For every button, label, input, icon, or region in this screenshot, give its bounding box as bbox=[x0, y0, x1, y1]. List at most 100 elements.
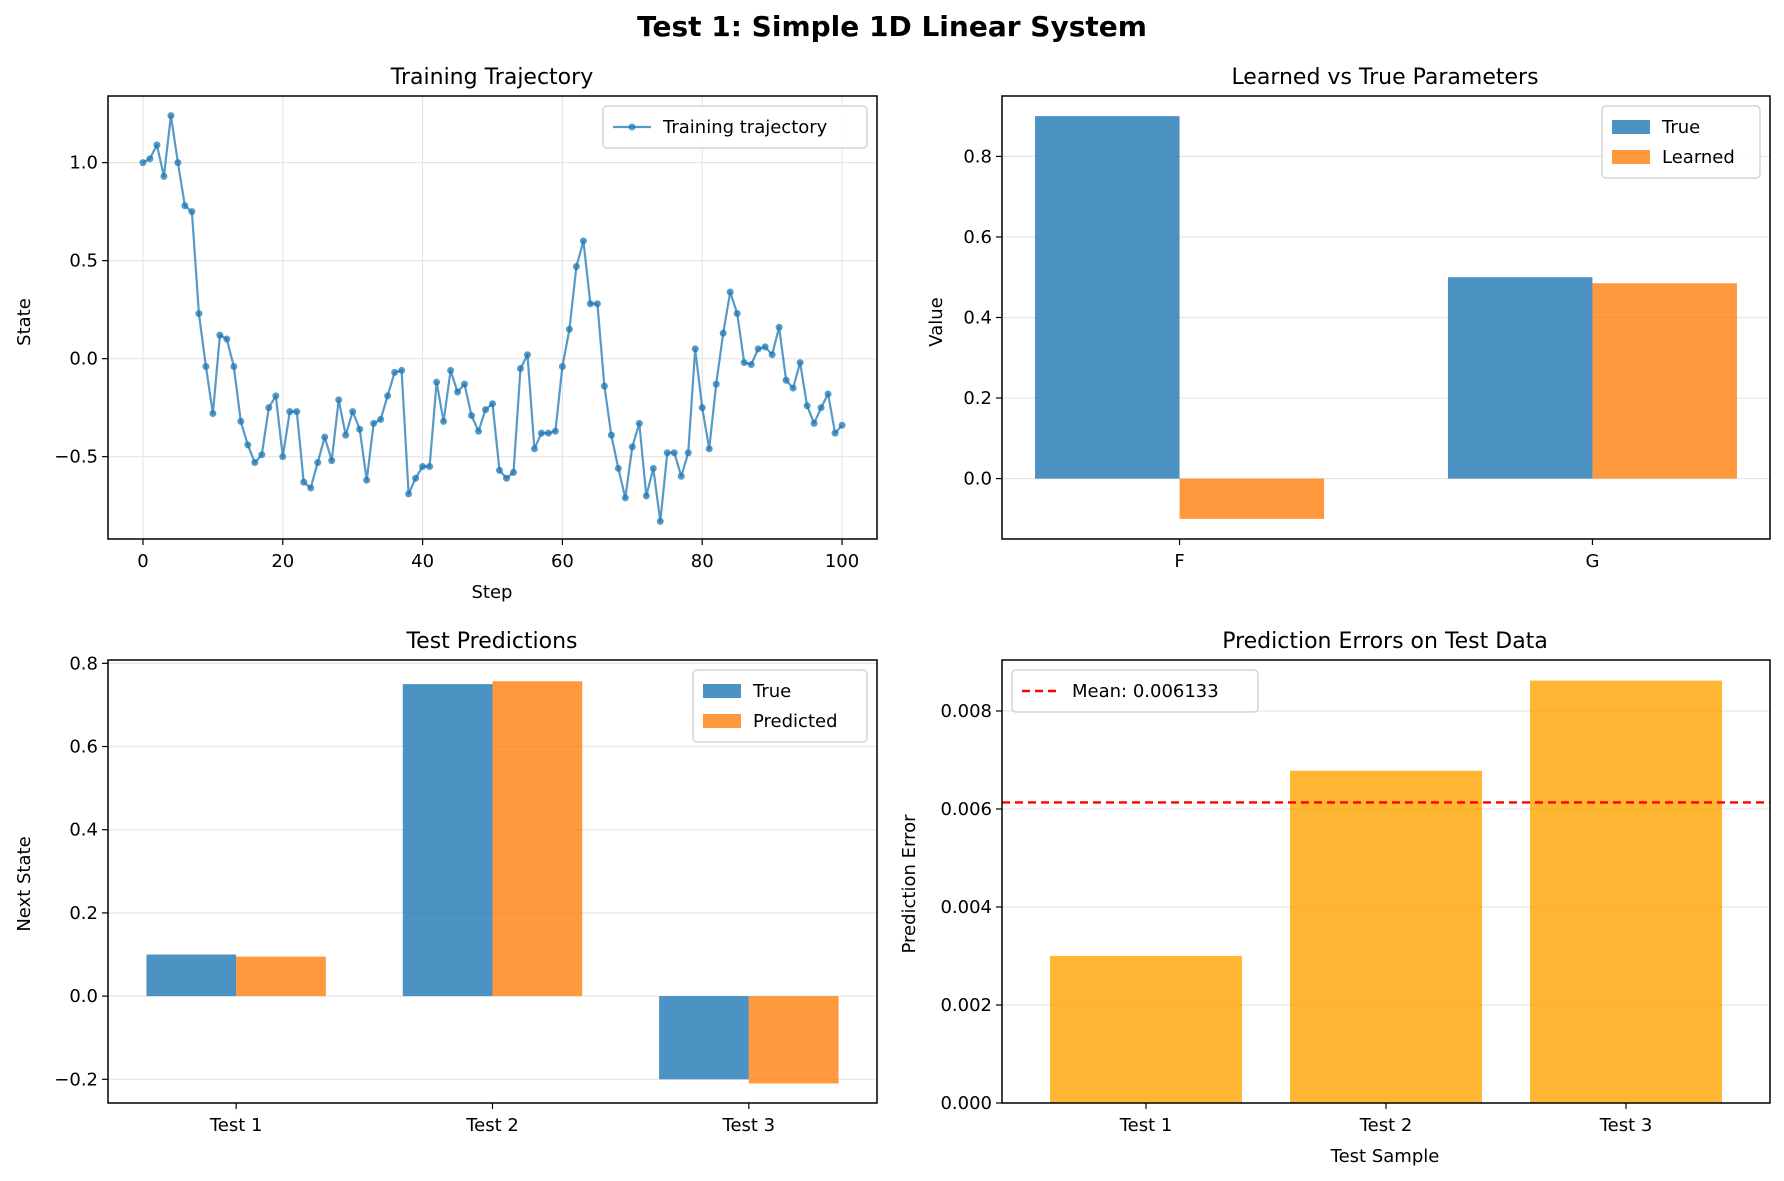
data-point bbox=[572, 263, 580, 271]
legend-swatch bbox=[703, 714, 741, 728]
data-point bbox=[300, 478, 308, 486]
data-point bbox=[649, 464, 657, 472]
y-tick-label: −0.2 bbox=[54, 1069, 98, 1090]
data-point bbox=[251, 459, 259, 467]
data-point bbox=[265, 404, 273, 412]
data-point bbox=[461, 380, 469, 388]
bar-predicted bbox=[748, 996, 839, 1084]
test-predictions-panel: Test Predictions Next State −0.2 0.0 0.2 0.… bbox=[14, 629, 878, 1136]
y-tick-label: 0.4 bbox=[963, 308, 992, 329]
x-tick-label: 20 bbox=[271, 551, 294, 572]
data-point bbox=[160, 172, 168, 180]
data-point bbox=[677, 472, 685, 480]
data-point bbox=[244, 441, 252, 449]
x-tick-label: Test 3 bbox=[1599, 1115, 1653, 1136]
data-point bbox=[656, 517, 664, 525]
error-bar bbox=[1050, 955, 1242, 1103]
axes-frame bbox=[1001, 95, 1771, 540]
legend-frame bbox=[602, 105, 868, 149]
data-point bbox=[593, 300, 601, 308]
data-point bbox=[831, 429, 839, 437]
y-tick-label: 0.8 bbox=[69, 653, 98, 674]
legend-frame bbox=[1011, 669, 1259, 713]
data-point bbox=[754, 345, 762, 353]
data-point bbox=[468, 412, 476, 420]
y-tick-label: 0.0 bbox=[69, 986, 98, 1007]
data-point bbox=[530, 445, 538, 453]
x-tick-label: 80 bbox=[691, 551, 714, 572]
data-point bbox=[181, 202, 189, 210]
x-tick-label: 40 bbox=[411, 551, 434, 572]
data-point bbox=[307, 484, 315, 492]
legend-swatch bbox=[1612, 120, 1650, 134]
axes-frame bbox=[1001, 659, 1771, 1104]
legend-label: Learned bbox=[1662, 147, 1735, 168]
legend-marker bbox=[628, 123, 636, 131]
y-axis-label: Value bbox=[926, 297, 947, 346]
data-point bbox=[440, 417, 448, 425]
legend-label: Predicted bbox=[753, 711, 838, 732]
y-tick-label: 0.6 bbox=[963, 227, 992, 248]
data-point bbox=[509, 468, 517, 476]
data-point bbox=[209, 410, 217, 418]
y-tick-label: 0.000 bbox=[940, 1093, 992, 1114]
data-point bbox=[342, 431, 350, 439]
data-point bbox=[139, 159, 147, 167]
panel-title: Prediction Errors on Test Data bbox=[1222, 629, 1548, 654]
data-point bbox=[761, 343, 769, 351]
legend-label: Training trajectory bbox=[662, 117, 828, 138]
axes-frame bbox=[107, 659, 878, 1104]
data-point bbox=[370, 419, 378, 427]
data-point bbox=[237, 417, 245, 425]
data-point bbox=[614, 464, 622, 472]
panel-title: Training Trajectory bbox=[390, 65, 593, 90]
data-point bbox=[286, 408, 294, 416]
data-point bbox=[502, 474, 510, 482]
data-point bbox=[195, 310, 203, 318]
data-point bbox=[642, 492, 650, 500]
data-point bbox=[789, 384, 797, 392]
data-point bbox=[810, 419, 818, 427]
data-point bbox=[684, 449, 692, 457]
data-point bbox=[551, 427, 559, 435]
legend-swatch bbox=[1612, 150, 1650, 164]
y-tick-label: 0.004 bbox=[940, 897, 992, 918]
data-point bbox=[621, 494, 629, 502]
bar-learned bbox=[1592, 283, 1737, 479]
error-bar bbox=[1290, 770, 1482, 1103]
x-axis-label: Step bbox=[472, 582, 513, 603]
data-point bbox=[523, 351, 531, 359]
data-point bbox=[670, 449, 678, 457]
figure-title: Test 1: Simple 1D Linear System bbox=[637, 10, 1147, 43]
data-point bbox=[712, 380, 720, 388]
x-tick-label: Test 2 bbox=[1359, 1115, 1413, 1136]
data-point bbox=[579, 237, 587, 245]
y-tick-label: 0.006 bbox=[940, 799, 992, 820]
data-point bbox=[768, 351, 776, 359]
y-axis-label: Prediction Error bbox=[899, 814, 920, 954]
legend-swatch bbox=[703, 684, 741, 698]
data-point bbox=[223, 335, 231, 343]
panel-title: Test Predictions bbox=[405, 629, 577, 654]
y-axis-label: State bbox=[14, 298, 35, 346]
x-tick-label: G bbox=[1585, 551, 1599, 572]
data-point bbox=[726, 288, 734, 296]
data-point bbox=[558, 363, 566, 371]
x-tick-label: Test 1 bbox=[1119, 1115, 1173, 1136]
data-point bbox=[272, 392, 280, 400]
y-tick-label: 0.002 bbox=[940, 995, 992, 1016]
x-tick-label: Test 2 bbox=[465, 1115, 519, 1136]
data-point bbox=[740, 359, 748, 367]
bar-predicted bbox=[492, 681, 583, 997]
data-point bbox=[321, 433, 329, 441]
data-point bbox=[188, 208, 196, 216]
data-point bbox=[719, 329, 727, 337]
data-point bbox=[565, 325, 573, 333]
y-axis-label: Next State bbox=[14, 836, 35, 931]
data-point bbox=[516, 364, 524, 372]
bar-true bbox=[402, 684, 493, 997]
prediction-errors-panel: Prediction Errors on Test Data Test Samp… bbox=[899, 629, 1771, 1167]
parameters-panel: Learned vs True Parameters Value 0.0 0.2 0… bbox=[926, 65, 1771, 572]
y-tick-label: 0.5 bbox=[69, 251, 98, 272]
x-axis-label: Test Sample bbox=[1330, 1146, 1440, 1167]
